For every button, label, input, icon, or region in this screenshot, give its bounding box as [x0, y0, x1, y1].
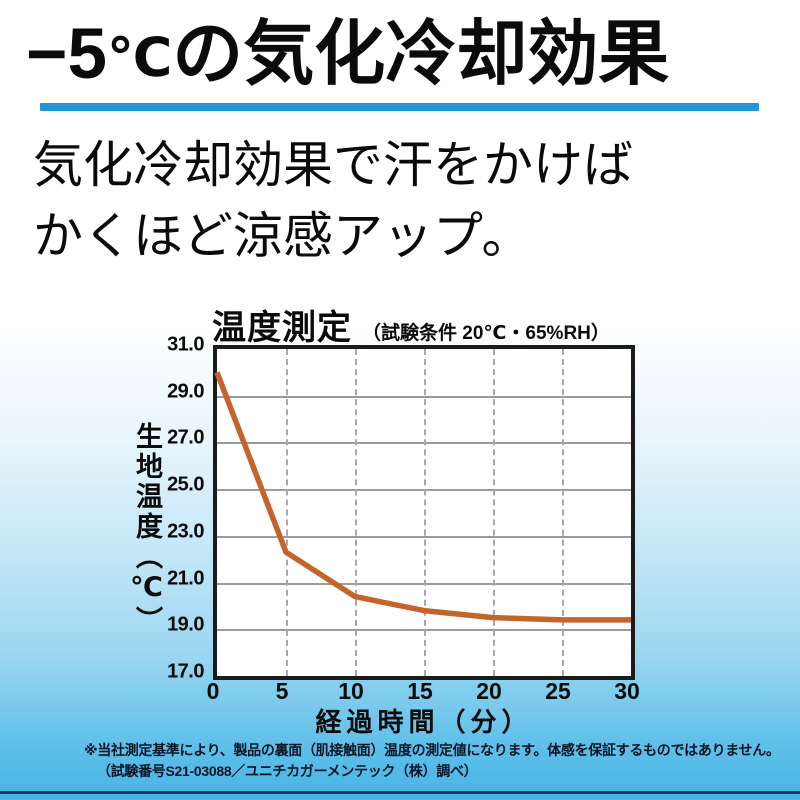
subtitle-line-2: かくほど涼感アップ。: [33, 208, 532, 264]
y-tick-label: 31.0: [167, 333, 204, 356]
x-tick-label: 0: [206, 678, 220, 704]
page-title-suffix: の気化冷却効果: [172, 15, 670, 94]
degree-symbol: ℃: [106, 28, 173, 88]
temperature-line: [214, 371, 631, 623]
x-tick-label: 25: [545, 678, 571, 704]
grid-line-vertical: [355, 349, 357, 676]
page-title-prefix: −5: [26, 15, 107, 94]
footnote-line-2: （試験番号S21-03088／ユニチカガーメンテック（株）調べ）: [97, 763, 478, 779]
bottom-border-line: [0, 791, 800, 794]
x-axis-title: 経過時間（分）: [315, 707, 533, 737]
y-tick-label: 25.0: [167, 473, 204, 496]
chart-header: 温度測定 （試験条件 20℃・65%RH）: [212, 300, 610, 349]
x-tick-label: 5: [275, 678, 289, 704]
x-tick-label: 30: [614, 678, 640, 704]
x-tick-label: 20: [476, 678, 502, 704]
chart-title: 温度測定: [212, 309, 352, 347]
footnote-line-1: ※当社測定基準により、製品の裏面（肌接触面）温度の測定値になります。体感を保証す…: [84, 742, 780, 758]
plot-area: [213, 345, 635, 680]
y-tick-label: 29.0: [167, 380, 204, 403]
temperature-line-layer: [214, 371, 631, 623]
x-tick-labels: 0 5 10 15 20 25 30: [207, 678, 640, 704]
subtitle-line-1: 気化冷却効果で汗をかけば: [33, 137, 633, 193]
grid-line-vertical: [562, 349, 564, 676]
x-tick-label: 15: [407, 678, 433, 704]
chart-test-conditions: （試験条件 20℃・65%RH）: [362, 323, 610, 344]
y-tick-labels: 31.0 29.0 27.0 25.0 23.0 21.0 19.0 17.0: [128, 334, 204, 683]
y-tick-label: 21.0: [167, 567, 204, 590]
y-tick-label: 27.0: [167, 426, 204, 449]
grid-line-vertical: [424, 349, 426, 676]
grid-line-vertical: [286, 349, 288, 676]
y-tick-label: 17.0: [167, 660, 204, 683]
y-tick-label: 19.0: [167, 613, 204, 636]
grid-line-vertical: [493, 349, 495, 676]
page-title: −5℃の気化冷却効果: [26, 12, 782, 97]
title-underline: [40, 103, 759, 111]
x-tick-label: 10: [338, 678, 364, 704]
y-tick-label: 23.0: [167, 520, 204, 543]
y-axis-title: 生地温度（℃）: [132, 422, 162, 636]
subtitle: 気化冷却効果で汗をかけば かくほど涼感アップ。: [33, 130, 783, 272]
